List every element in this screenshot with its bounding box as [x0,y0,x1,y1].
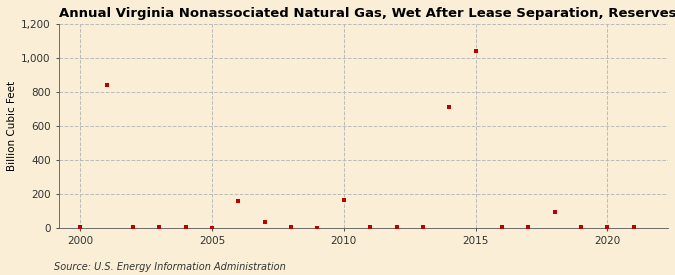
Point [338,197,349,202]
Point [576,225,587,230]
Point [128,225,138,230]
Point [417,225,428,230]
Y-axis label: Billion Cubic Feet: Billion Cubic Feet [7,81,17,171]
Point [154,225,165,230]
Point [470,49,481,53]
Point [549,210,560,214]
Text: Annual Virginia Nonassociated Natural Gas, Wet After Lease Separation, Reserves : Annual Virginia Nonassociated Natural Ga… [59,7,675,20]
Point [523,225,534,230]
Point [364,225,375,230]
Point [497,225,508,230]
Point [602,225,613,230]
Point [391,225,402,230]
Point [180,225,191,230]
Point [444,105,455,109]
Text: Source: U.S. Energy Information Administration: Source: U.S. Energy Information Administ… [54,262,286,272]
Point [628,225,639,230]
Point [259,219,270,224]
Point [101,83,112,87]
Point [286,225,296,230]
Point [233,199,244,204]
Point [75,225,86,229]
Point [312,225,323,230]
Point [207,225,217,230]
